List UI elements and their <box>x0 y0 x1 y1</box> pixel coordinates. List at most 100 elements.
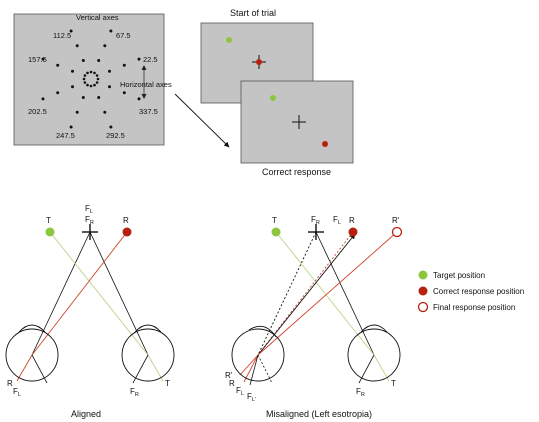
aligned-fr-label: FR <box>85 215 94 226</box>
misaligned-right-eye-fixation-line <box>315 231 375 356</box>
misaligned-r-prime-label: R' <box>392 216 400 225</box>
legend-final-label: Final response position <box>433 303 515 312</box>
misaligned-right-eye-t-label: T <box>391 379 396 388</box>
aligned-right-eye-fr-label: FR <box>130 387 139 398</box>
misaligned-left-eye-flp-ray <box>257 354 273 384</box>
misaligned-fr-label: FR <box>311 215 320 226</box>
angle-label-112-5: 112.5 <box>53 31 71 40</box>
correct-response-label: Correct response <box>262 167 331 177</box>
misaligned-true-fixation-line <box>257 231 317 356</box>
stimulus-dot <box>109 125 113 129</box>
angle-label-337-5: 337.5 <box>139 107 158 116</box>
aligned-response-line <box>31 231 128 356</box>
aligned-right-eye-fixation-ray <box>132 354 149 384</box>
stimulus-dot <box>93 83 96 87</box>
stimulus-dot <box>56 91 60 95</box>
aligned-fl-label: FL <box>85 204 93 215</box>
misaligned-correct-response-dot <box>348 227 358 237</box>
stimulus-dot <box>95 81 99 84</box>
aligned-target-dot <box>45 227 55 237</box>
stimulus-dot <box>71 85 74 89</box>
stimulus-dot <box>83 81 87 84</box>
aligned-right-eye-target-ray <box>147 354 164 382</box>
stimulus-dot <box>56 63 60 67</box>
legend-target-swatch <box>418 270 428 280</box>
misaligned-final-response-line <box>257 231 398 356</box>
aligned-left-eye-fl-label: FL <box>13 387 21 398</box>
misaligned-final-response-dot <box>391 226 403 238</box>
misaligned-deviated-fixation-line <box>257 233 356 356</box>
correct-target-dot <box>270 95 276 101</box>
legend-correct-swatch <box>418 286 428 296</box>
stimulus-dot <box>75 110 79 114</box>
stimulus-dot <box>137 57 141 61</box>
aligned-left-eye-fixation-ray <box>31 354 48 384</box>
stimulus-dot <box>122 91 126 95</box>
misaligned-left-eye-rp-ray <box>239 354 259 376</box>
stimulus-dot <box>95 74 99 77</box>
misaligned-target-label: T <box>272 216 277 225</box>
aligned-left-eye-response-ray <box>16 354 33 382</box>
angle-label-292-5: 292.5 <box>106 131 125 140</box>
aligned-left-eye-r-label: R <box>7 379 13 388</box>
misaligned-left-eye <box>231 328 285 382</box>
stimulus-dot <box>93 71 96 75</box>
aligned-response-label: R <box>123 216 129 225</box>
aligned-left-cornea <box>18 324 46 333</box>
stimulus-dot <box>86 71 89 75</box>
stimulus-dot <box>75 44 79 48</box>
aligned-target-label: T <box>46 216 51 225</box>
stimulus-dot <box>97 96 101 99</box>
aligned-right-cornea <box>134 324 162 333</box>
stimulus-dot <box>137 97 141 101</box>
angle-label-157-5: 157.5 <box>28 55 47 64</box>
misaligned-fl-label: FL <box>333 215 341 226</box>
stimulus-dot <box>69 125 73 129</box>
stimulus-dot <box>81 59 85 62</box>
legend-correct-label: Correct response position <box>433 287 524 296</box>
start-response-dot <box>256 59 262 65</box>
aligned-right-eye-fixation-line <box>89 231 149 356</box>
aligned-left-eye <box>5 328 59 382</box>
misaligned-right-eye-fr-label: FR <box>356 387 365 398</box>
stimulus-dots <box>41 29 141 129</box>
correct-response-dot <box>322 141 328 147</box>
stimulus-dot <box>97 59 101 62</box>
stimulus-dot <box>41 57 45 61</box>
misaligned-left-eye-flp-label: FL' <box>247 392 256 403</box>
stimulus-dot <box>109 29 113 33</box>
start-of-trial-label: Start of trial <box>230 8 276 18</box>
axis-down-arrow-icon <box>141 94 147 99</box>
aligned-response-dot <box>122 227 132 237</box>
misaligned-right-eye-target-ray <box>373 354 390 382</box>
misaligned-right-eye-fixation-ray <box>358 354 375 384</box>
angle-label-67-5: 67.5 <box>116 31 131 40</box>
angle-label-22-5: 22.5 <box>143 55 158 64</box>
start-target-dot <box>226 37 232 43</box>
aligned-diagram: T FL FR R R FL FR T Aligned <box>5 204 175 419</box>
stimulus-dot <box>89 84 93 88</box>
aligned-right-eye-t-label: T <box>165 379 170 388</box>
stimulus-dot <box>103 110 107 114</box>
vertical-axes-label: Vertical axes <box>76 13 119 22</box>
legend-target-label: Target position <box>433 271 485 280</box>
aligned-left-eye-fixation-line <box>31 231 91 356</box>
stimulus-dot <box>41 97 45 101</box>
stimulus-dot <box>83 74 87 77</box>
angle-label-247-5: 247.5 <box>56 131 75 140</box>
stimulus-dot <box>86 83 89 87</box>
stimulus-dot <box>108 85 111 89</box>
misaligned-left-cornea <box>248 325 277 338</box>
stimulus-dot <box>82 77 86 81</box>
angle-label-202-5: 202.5 <box>28 107 47 116</box>
stimulus-dot <box>71 69 74 73</box>
aligned-right-eye <box>121 328 175 382</box>
horizontal-axes-label: Horizontal axes <box>120 80 172 89</box>
aligned-caption: Aligned <box>71 409 101 419</box>
stimulus-layout-background <box>13 13 165 146</box>
misaligned-response-label: R <box>349 216 355 225</box>
stimulus-dot <box>89 70 93 74</box>
misaligned-left-eye-r-label: R <box>229 379 235 388</box>
misaligned-left-eye-rp-label: R' <box>225 371 233 380</box>
